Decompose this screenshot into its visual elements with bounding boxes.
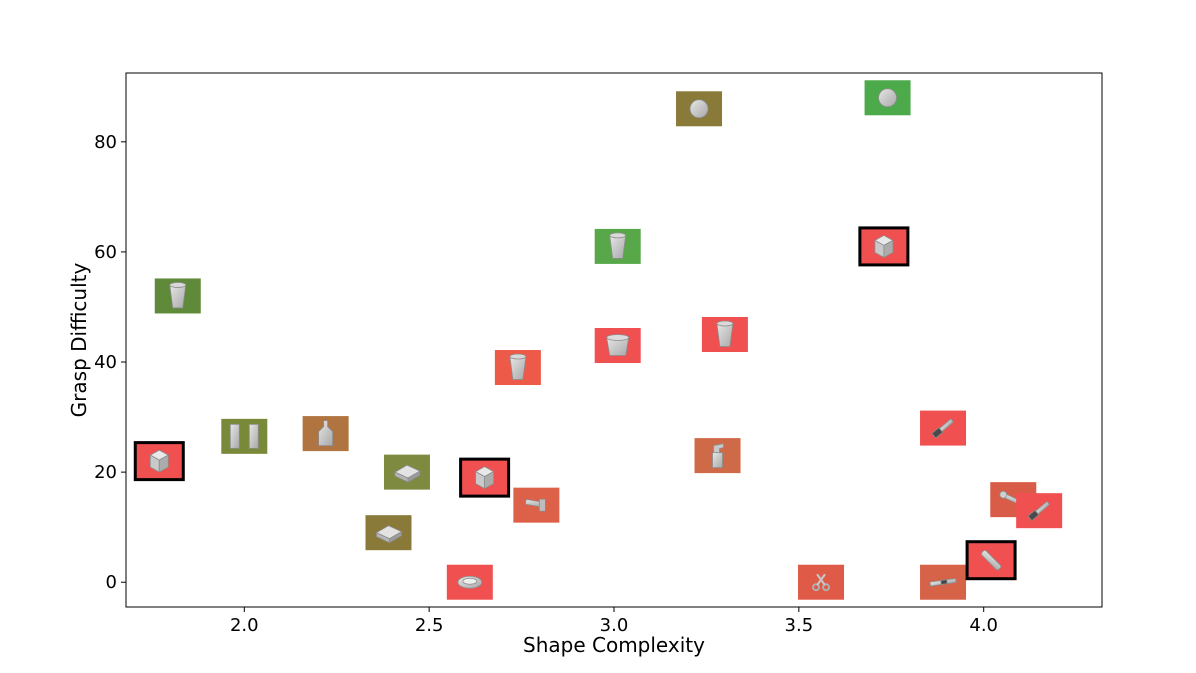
data-point-knife bbox=[920, 564, 967, 600]
highlight-border bbox=[133, 441, 185, 482]
data-point-box-pair bbox=[221, 418, 268, 454]
y-tick-label: 40 bbox=[94, 352, 117, 373]
axis-ticks: 2.0 2.5 3.0 3.5 4.0 0 20 40 60 80 bbox=[94, 132, 998, 636]
x-tick-label: 3.5 bbox=[785, 615, 814, 636]
data-point-cup bbox=[494, 350, 541, 386]
data-point-cup bbox=[594, 228, 641, 264]
data-point-cup bbox=[154, 278, 201, 314]
point-thumbnail-bg bbox=[798, 564, 845, 600]
data-point-bowl bbox=[594, 328, 641, 364]
data-point-cup bbox=[701, 316, 748, 352]
x-tick-label: 2.5 bbox=[415, 615, 444, 636]
data-point-ball bbox=[864, 80, 911, 116]
data-point-screwdriver bbox=[920, 410, 967, 446]
y-tick-label: 60 bbox=[94, 242, 117, 263]
y-tick-label: 20 bbox=[94, 462, 117, 483]
x-tick-label: 3.0 bbox=[600, 615, 629, 636]
data-point-box bbox=[858, 226, 910, 267]
highlight-border bbox=[459, 457, 511, 498]
y-tick-label: 0 bbox=[106, 572, 117, 593]
data-point-tray bbox=[365, 515, 412, 551]
point-thumbnail-bg bbox=[221, 418, 268, 454]
data-point-spray-bottle bbox=[694, 438, 741, 474]
data-point-box bbox=[459, 457, 511, 498]
data-point-tray bbox=[383, 454, 430, 490]
data-point-marker bbox=[965, 540, 1017, 581]
highlight-border bbox=[965, 540, 1017, 581]
data-point-tool bbox=[513, 487, 560, 523]
x-tick-label: 2.0 bbox=[230, 615, 259, 636]
x-tick-label: 4.0 bbox=[969, 615, 998, 636]
data-point-bottle bbox=[302, 416, 349, 452]
data-point-box bbox=[133, 441, 185, 482]
y-axis-label: Grasp Difficulty bbox=[67, 263, 91, 418]
data-points bbox=[133, 80, 1063, 600]
x-axis-label: Shape Complexity bbox=[523, 633, 705, 657]
data-point-scissors bbox=[798, 564, 845, 600]
y-tick-label: 80 bbox=[94, 132, 117, 153]
data-point-plate bbox=[446, 564, 493, 600]
data-point-ball bbox=[676, 91, 723, 127]
highlight-border bbox=[858, 226, 910, 267]
data-point-screwdriver bbox=[1016, 493, 1063, 529]
